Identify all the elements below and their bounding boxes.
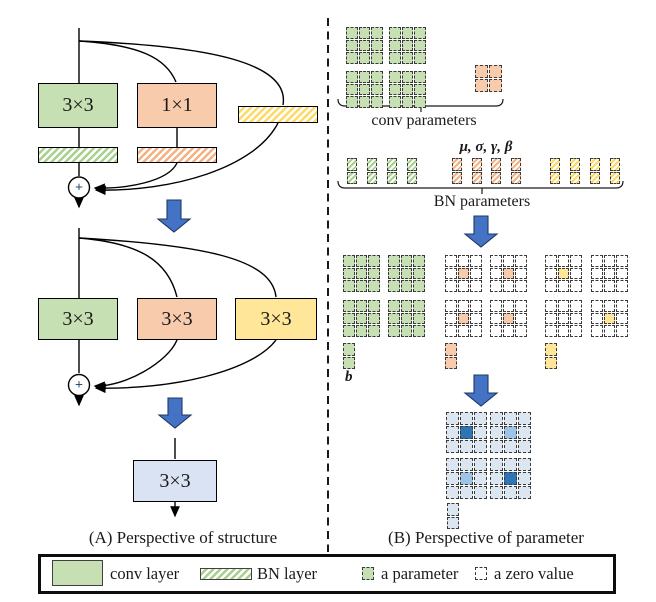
conv3-kernel-grid: [389, 27, 426, 64]
final-conv3x3-box: 3×3: [133, 460, 217, 502]
down-block-arrow-icon: [156, 199, 192, 233]
bn-param-cell: [610, 158, 620, 184]
bn-param-cell: [387, 158, 397, 184]
bn-param-cell: [452, 158, 462, 184]
bn-bar-orange: [137, 147, 217, 163]
down-block-arrow-icon: [463, 374, 499, 407]
fused-conv3-grid: [343, 300, 380, 337]
merged-conv3x3-box-yellow: 3×3: [235, 298, 317, 340]
merged-kernel-grid: [490, 458, 531, 499]
conv-layer-swatch: [52, 560, 103, 586]
bn-layer-swatch: [200, 568, 252, 580]
bias-label: b: [345, 369, 353, 385]
zero-cell-icon: [475, 567, 487, 580]
identity-kernel-grid: [545, 300, 582, 337]
legend-conv-layer-label: conv layer: [110, 564, 180, 583]
bn-param-cell: [550, 158, 560, 184]
identity-kernel-grid: [591, 300, 628, 337]
merged-kernel-grid: [490, 412, 531, 453]
conv3-kernel-grid: [389, 71, 426, 108]
bn-bar-green: [38, 147, 118, 163]
fused-conv3-grid: [388, 300, 425, 337]
bn-param-cell: [570, 158, 580, 184]
merged-kernel-grid: [446, 458, 487, 499]
legend-bn-layer-label: BN layer: [257, 564, 318, 583]
bn-param-cell: [511, 158, 521, 184]
conv3x3-box: 3×3: [38, 83, 118, 128]
bn-param-cell: [347, 158, 357, 184]
conv3-kernel-grid: [346, 27, 383, 64]
conv1-kernel-grid: [475, 65, 502, 92]
merged-conv3x3-box-green: 3×3: [38, 298, 118, 340]
bias-vector-yellow: [545, 343, 557, 369]
legend-a-zero-value-label: a zero value: [494, 564, 574, 583]
bias-vector-orange: [445, 343, 457, 369]
panel-b-caption: (B) Perspective of parameter: [388, 528, 584, 547]
padded-conv1-grid: [445, 255, 482, 292]
legend: conv layer BN layer a parameter a zero v…: [38, 554, 616, 594]
panel-a-caption: (A) Perspective of structure: [88, 528, 278, 547]
down-block-arrow-icon: [157, 397, 193, 429]
legend-a-parameter-label: a parameter: [381, 564, 459, 583]
padded-conv1-grid: [445, 300, 482, 337]
conv3-kernel-grid: [346, 71, 383, 108]
identity-bn-bar: [238, 106, 318, 123]
bn-param-cell: [367, 158, 377, 184]
conv1x1-box: 1×1: [137, 83, 217, 128]
bn-params-label: BN parameters: [433, 193, 531, 210]
fused-conv3-grid: [343, 255, 380, 292]
bn-param-cell: [407, 158, 417, 184]
merged-bias-vector: [447, 503, 459, 529]
identity-kernel-grid: [591, 255, 628, 292]
down-block-arrow-icon: [463, 215, 499, 248]
fused-conv3-grid: [388, 255, 425, 292]
add-symbol: +: [75, 181, 83, 196]
bias-vector-green: [343, 343, 355, 369]
add-symbol: +: [75, 378, 83, 393]
bn-greek-label: μ, σ, γ, β: [459, 139, 513, 155]
conv-params-label: conv parameters: [371, 112, 477, 129]
padded-conv1-grid: [490, 300, 527, 337]
bn-param-cell: [472, 158, 482, 184]
merged-conv3x3-box-orange: 3×3: [137, 298, 217, 340]
bn-param-cell: [491, 158, 501, 184]
bn-param-cell: [590, 158, 600, 184]
parameter-cell-icon: [362, 567, 374, 580]
identity-kernel-grid: [545, 255, 582, 292]
padded-conv1-grid: [490, 255, 527, 292]
merged-kernel-grid: [446, 412, 487, 453]
